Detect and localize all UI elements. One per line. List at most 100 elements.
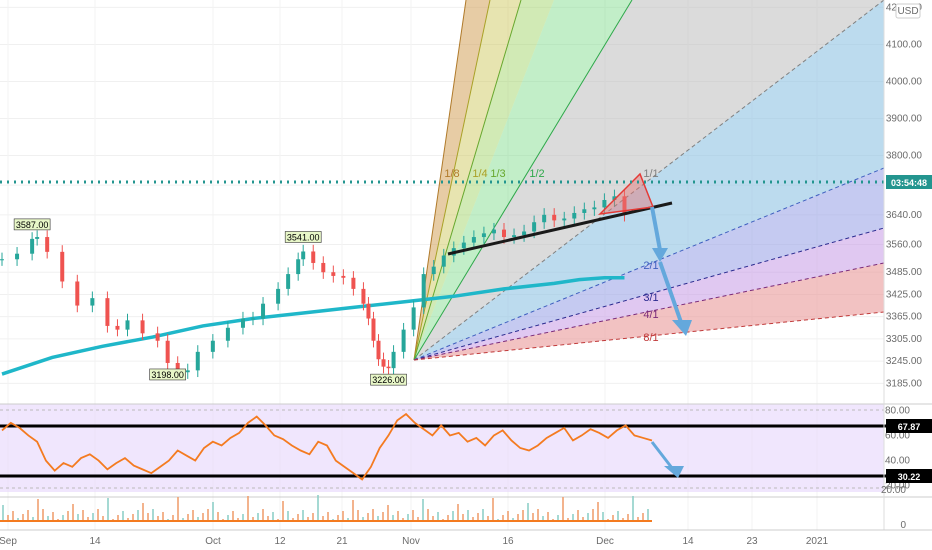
volume-bar [407, 514, 409, 522]
fan-line-1-2 [413, 0, 633, 361]
volume-bar [417, 517, 419, 522]
x-tick-label: Oct [205, 536, 221, 547]
fan-label: 1/1 [643, 168, 658, 180]
trend-line [447, 201, 673, 256]
rsi-line [1, 412, 653, 481]
volume-bar [197, 517, 199, 522]
price-label-text: 3541.00 [287, 232, 320, 242]
volume-bar [372, 509, 374, 522]
volume-bar [262, 509, 264, 522]
triangle-pattern [597, 172, 655, 216]
candle-body [572, 212, 577, 219]
candle-body [366, 303, 371, 319]
candle-body [386, 366, 391, 369]
volume-tick-label: 0 [900, 520, 906, 531]
y-tick-label: 3560.00 [886, 239, 923, 250]
volume-bar [557, 515, 559, 522]
price-label-box [13, 218, 51, 231]
volume-bar [47, 516, 49, 522]
candle-body [361, 288, 366, 304]
candle-body [115, 325, 120, 330]
fan-label: 1/4 [472, 168, 487, 180]
volume-bar [27, 510, 29, 522]
volume-bar [132, 514, 134, 522]
y-tick-label: 3305.00 [886, 334, 923, 345]
volume-bar [537, 509, 539, 522]
rsi-tick-label: 80.00 [885, 405, 910, 416]
projection-arrow-1 [650, 206, 662, 251]
price-labels: 3587.00 3198.00 3541.00 3226.00 [13, 218, 407, 386]
candle-body [35, 237, 40, 239]
volume-bar [267, 516, 269, 522]
fan-label: 8/1 [643, 332, 658, 344]
fan-line-2-1 [413, 167, 885, 361]
rsi-badge-lower-text: 30.22 [898, 472, 921, 482]
candle-body [341, 275, 346, 278]
volume-bar [597, 502, 599, 522]
volume-bar [527, 503, 529, 522]
volume-bar [142, 503, 144, 522]
volume-bar [227, 515, 229, 522]
volume-bar [232, 511, 234, 522]
y-tick-label: 3245.00 [886, 356, 923, 367]
volume-bar [287, 511, 289, 522]
candle-body [592, 207, 597, 210]
candle-body [261, 303, 266, 319]
y-tick-label: 4100.00 [886, 39, 923, 50]
volume-bar [272, 512, 274, 522]
volume-bar [582, 517, 584, 522]
price-tag [886, 175, 932, 189]
currency-badge[interactable] [895, 3, 921, 19]
candle-body [75, 281, 80, 306]
volume-bar [187, 514, 189, 522]
price-label-box [149, 368, 186, 381]
volume-bar [177, 497, 179, 522]
volume-bar [507, 511, 509, 522]
volume-bar [317, 495, 319, 522]
price-label-box [370, 373, 407, 386]
volume-bar [572, 514, 574, 522]
volume-bar [522, 510, 524, 522]
volume-bar [122, 511, 124, 522]
candle-body [582, 209, 587, 213]
candle-body [522, 231, 527, 236]
volume-bar [517, 514, 519, 522]
volume-bar [422, 499, 424, 522]
volume-bar [532, 513, 534, 522]
volume-bar [432, 516, 434, 522]
x-tick-label: 23 [746, 536, 758, 547]
x-tick-label: 14 [89, 536, 101, 547]
candle-body [311, 251, 316, 263]
rsi-tick-label: 60.00 [885, 430, 910, 441]
candle-body [391, 351, 396, 369]
rsi-tick-label: 20.00 [885, 481, 910, 492]
volume-bar [37, 499, 39, 522]
volume-bar [312, 513, 314, 522]
volume-bar [192, 510, 194, 522]
candle-body [411, 307, 416, 330]
volume-bar [437, 512, 439, 522]
y-tick-label: 4000.00 [886, 76, 923, 87]
volume-bars [0, 495, 652, 522]
candle-body [602, 200, 607, 208]
candle-body [105, 298, 110, 326]
candle-body [276, 288, 281, 304]
candle-body [60, 251, 65, 282]
volume-bar [637, 517, 639, 522]
y-tick-label: 3485.00 [886, 267, 923, 278]
volume-bar [382, 512, 384, 522]
currency-label: USD [897, 6, 918, 17]
candle-body [0, 259, 4, 261]
y-tick-label: 3800.00 [886, 151, 923, 162]
x-axis: Sep 14 Oct 12 21 Nov 16 Dec 14 23 2021 [0, 536, 829, 547]
candle-body [296, 259, 301, 275]
volume-bar [502, 515, 504, 522]
volume-bar [617, 511, 619, 522]
volume-bar [632, 496, 634, 522]
ma-line [1, 276, 625, 376]
price-label-text: 3226.00 [372, 375, 405, 385]
volume-bar [427, 509, 429, 522]
x-tick-label: 2021 [806, 536, 829, 547]
gann-fan: 1/8 1/4 1/3 1/2 1/1 2/1 3/1 4/1 8/1 [413, 0, 885, 361]
